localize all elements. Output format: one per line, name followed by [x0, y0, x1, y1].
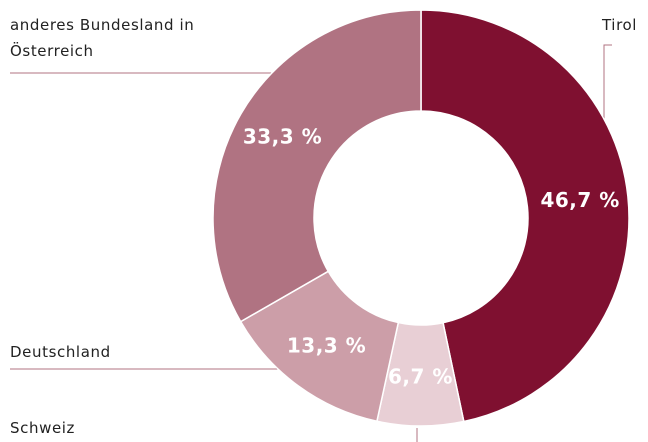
leader-line	[603, 44, 612, 120]
category-label: anderes Bundesland in Österreich	[10, 16, 195, 60]
value-label: 6,7 %	[388, 364, 453, 388]
value-label: 46,7 %	[540, 188, 619, 212]
category-label: Deutschland	[10, 343, 111, 361]
value-label: 13,3 %	[287, 334, 366, 358]
donut-slice	[212, 9, 422, 323]
value-label: 33,3 %	[243, 124, 322, 148]
donut-slice	[420, 9, 630, 423]
category-label: Schweiz	[10, 419, 76, 437]
category-label: Tirol	[602, 16, 638, 34]
